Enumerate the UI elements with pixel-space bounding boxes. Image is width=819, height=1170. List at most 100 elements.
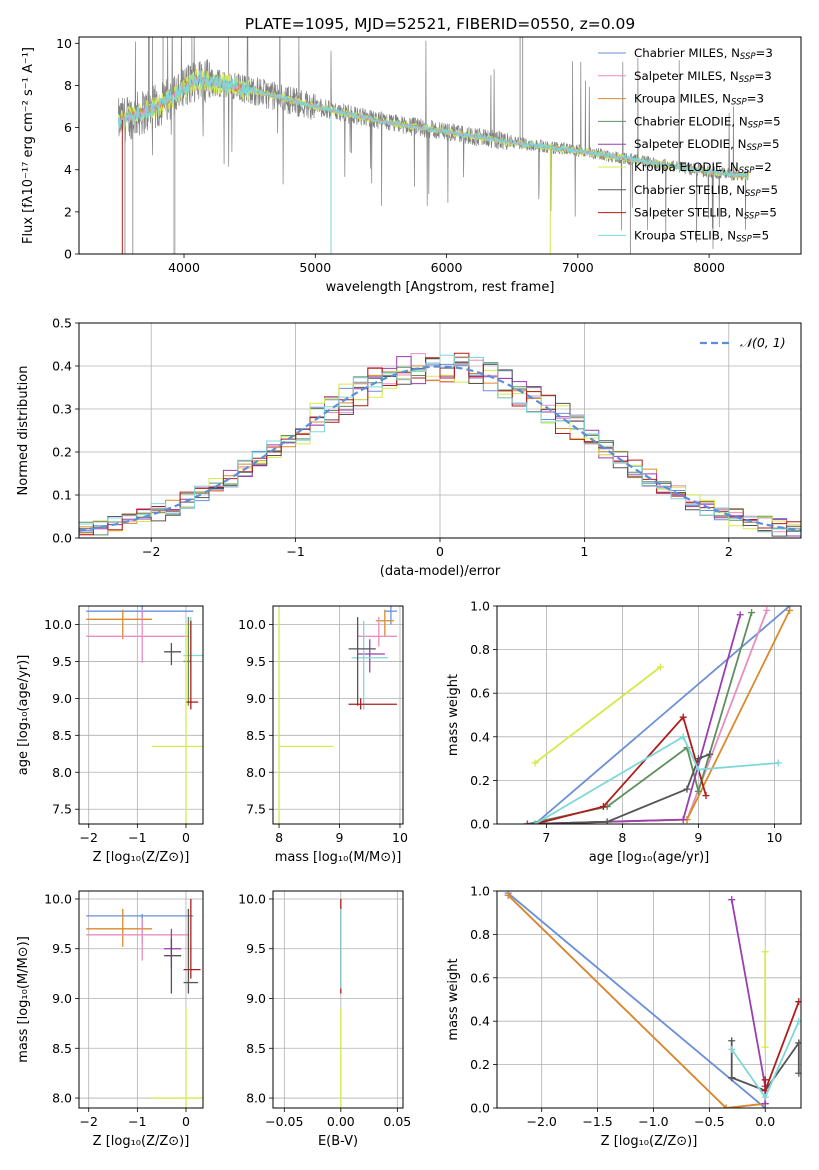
y-tick-label: 10.0 — [238, 891, 266, 906]
panel-weight_vs_Z: −2.0 −1.5 −1.0 −0.5 0.0 0.0 0.2 0.4 0.6 0.8 1.0 Z [… — [446, 884, 802, 1149]
x-axis-label: Z [log₁₀(Z/Z⊙)] — [93, 850, 190, 865]
y-tick-label: 9.0 — [52, 991, 72, 1006]
y-tick-label: 0.1 — [52, 488, 72, 503]
x-tick-label: 0.05 — [383, 1114, 411, 1129]
y-tick-label: 0.0 — [470, 1101, 490, 1116]
x-axis-label: E(B-V) — [318, 1134, 358, 1149]
axes-frame — [78, 36, 802, 255]
legend-entry: Kroupa ELODIE, NSSP=2 — [634, 160, 772, 176]
x-tick-label: −2 — [80, 1114, 98, 1129]
chart-title: PLATE=1095, MJD=52521, FIBERID=0550, z=0… — [245, 15, 635, 33]
axes-frame — [272, 890, 404, 1109]
weight-marker — [774, 759, 782, 767]
y-tick-label: 0.8 — [470, 642, 490, 657]
x-tick-label: 0 — [436, 544, 444, 559]
legend-gaussian-label: 𝒩(0, 1) — [740, 335, 786, 350]
weight-line — [534, 606, 791, 824]
x-tick-label: −1.0 — [638, 1114, 668, 1129]
weight-line — [507, 892, 766, 1108]
y-tick-label: 9.5 — [246, 941, 266, 956]
legend-entry: Kroupa STELIB, NSSP=5 — [634, 228, 769, 244]
weight-marker — [603, 818, 611, 824]
x-tick-label: 6000 — [431, 260, 463, 275]
y-tick-label: 0.0 — [52, 531, 72, 546]
weight-marker — [694, 787, 702, 795]
legend-entry: Salpeter ELODIE, NSSP=5 — [634, 137, 779, 153]
weight-marker — [694, 766, 702, 773]
y-tick-label: 9.0 — [52, 691, 72, 706]
y-tick-label: 10.0 — [44, 617, 72, 632]
y-tick-label: 9.0 — [246, 691, 266, 706]
x-tick-label: −1.5 — [582, 1114, 612, 1129]
weight-marker — [786, 606, 794, 614]
y-tick-label: 0.4 — [52, 359, 72, 374]
weight-marker — [795, 1069, 801, 1077]
legend-entry: Chabrier MILES, NSSP=3 — [634, 46, 773, 62]
weight-marker — [679, 816, 687, 824]
spectrum-legend: Chabrier MILES, NSSP=3 Salpeter MILES, NS… — [598, 46, 781, 244]
weight-marker — [795, 1017, 801, 1025]
y-axis-label: mass [log₁₀(M/M⊙)] — [16, 936, 31, 1063]
y-tick-label: 2 — [64, 204, 72, 219]
y-tick-label: 8.0 — [246, 765, 266, 780]
y-tick-label: 0 — [64, 247, 72, 262]
weight-marker — [531, 759, 539, 767]
weight-marker — [722, 1104, 730, 1108]
y-tick-label: 6 — [64, 120, 72, 135]
x-tick-label: −0.5 — [694, 1114, 724, 1129]
x-tick-label: 4000 — [168, 260, 200, 275]
y-tick-label: 9.5 — [52, 941, 72, 956]
y-tick-label: 0.6 — [470, 970, 490, 985]
gaussian-curve — [79, 365, 801, 532]
model-line — [117, 71, 749, 178]
x-axis-label: Z [log₁₀(Z/Z⊙)] — [93, 1134, 190, 1149]
x-tick-label: 8 — [275, 830, 283, 845]
weight-marker — [728, 1037, 736, 1045]
x-tick-label: −1 — [128, 830, 146, 845]
plot-area-spectrum — [117, 37, 749, 254]
weight-marker — [761, 1093, 769, 1101]
x-tick-label: −2 — [142, 544, 160, 559]
axes-frame — [496, 890, 802, 1109]
weight-marker — [748, 609, 756, 617]
weight-line — [527, 612, 753, 824]
histogram-salpeter_stelib — [79, 352, 801, 536]
x-tick-label: 0.00 — [327, 1114, 355, 1129]
plot-area-weight_vs_Z — [504, 891, 801, 1108]
y-tick-label: 0.5 — [52, 316, 72, 331]
x-tick-label: −0.05 — [265, 1114, 303, 1129]
x-tick-label: 9 — [336, 830, 344, 845]
weight-marker — [795, 1039, 801, 1047]
weight-marker — [531, 820, 539, 824]
y-axis-label: Flux [fλ10⁻¹⁷ erg cm⁻² s⁻¹ A⁻¹] — [21, 47, 36, 244]
weight-marker — [763, 606, 771, 614]
y-tick-label: 0.4 — [470, 729, 490, 744]
y-tick-label: 8.0 — [52, 765, 72, 780]
panel-residuals: −2 −1 0 1 2 0.0 0.1 0.2 0.3 0.4 0.5 (data-model)/er… — [16, 316, 802, 579]
weight-marker — [523, 820, 531, 824]
panel-spectrum: 4000 5000 6000 7000 8000 0 2 4 6 8 10 wavelength [A… — [21, 36, 802, 295]
y-axis-label: age [log₁₀(age/yr)] — [16, 655, 31, 776]
legend-entry: Chabrier ELODIE, NSSP=5 — [634, 114, 781, 130]
x-axis-label: mass [log₁₀(M/M⊙)] — [275, 850, 402, 865]
weight-marker — [728, 1074, 736, 1082]
y-tick-label: 0.0 — [470, 817, 490, 832]
y-tick-label: 10 — [56, 36, 72, 51]
x-tick-label: 9 — [694, 830, 702, 845]
axes-frame — [78, 890, 204, 1109]
panel-ebv: −0.05 0.00 0.05 8.0 8.5 9.0 9.5 10.0 E(B-V) — [238, 890, 411, 1149]
x-axis-label: age [log₁₀(age/yr)] — [589, 850, 710, 865]
weight-line — [764, 1001, 800, 1091]
weight-line — [507, 894, 766, 1108]
y-tick-label: 0.2 — [470, 1057, 490, 1072]
y-tick-label: 9.0 — [246, 991, 266, 1006]
axes-frame — [496, 605, 802, 825]
legend-entry: Salpeter MILES, NSSP=3 — [634, 69, 772, 85]
weight-marker — [795, 998, 801, 1006]
weight-marker — [728, 896, 736, 904]
y-tick-label: 0.2 — [52, 445, 72, 460]
x-tick-label: −1 — [286, 544, 304, 559]
x-axis-label: Z [log₁₀(Z/Z⊙)] — [601, 1134, 698, 1149]
x-tick-label: 0 — [182, 830, 190, 845]
plot-area-age_vs_Z — [86, 606, 203, 824]
